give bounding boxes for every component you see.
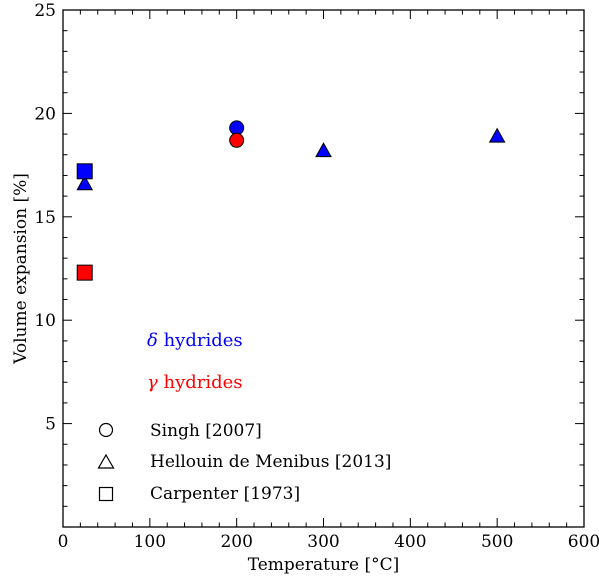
y-tick-label: 25 xyxy=(34,1,56,21)
x-tick-label: 300 xyxy=(307,532,339,552)
x-tick-label: 200 xyxy=(220,532,252,552)
legend-label-hellouin: Hellouin de Menibus [2013] xyxy=(150,452,391,472)
y-tick-label: 5 xyxy=(45,415,56,435)
plot-frame xyxy=(62,9,585,528)
legend-square-marker xyxy=(98,486,114,502)
data-point-circle-gamma xyxy=(229,132,245,148)
x-tick-label: 100 xyxy=(134,532,166,552)
data-points xyxy=(76,120,506,281)
data-point-triangle-delta xyxy=(315,142,332,158)
data-point-triangle-delta xyxy=(76,175,94,191)
data-point-triangle-delta xyxy=(488,127,506,143)
legend: Singh [2007] Hellouin de Menibus [2013] … xyxy=(97,421,391,504)
y-tick-label: 15 xyxy=(34,208,56,228)
y-axis-label: Volume expansion [%] xyxy=(11,173,31,365)
x-axis-label: Temperature [°C] xyxy=(248,555,400,575)
y-tick-label: 10 xyxy=(34,311,56,331)
x-tick-label: 0 xyxy=(58,532,69,552)
data-point-square-delta xyxy=(76,163,93,180)
x-tick-label: 500 xyxy=(481,532,513,552)
annotation-gamma-hydrides: γ hydrides xyxy=(147,372,243,393)
legend-circle-marker xyxy=(98,422,114,438)
axis-ticks xyxy=(62,9,585,528)
y-tick-label: 20 xyxy=(34,104,56,124)
tick-labels: 0 100 200 300 400 500 600 5 10 15 20 25 xyxy=(34,1,599,552)
legend-label-singh: Singh [2007] xyxy=(150,421,262,441)
x-tick-label: 600 xyxy=(568,532,599,552)
legend-triangle-marker xyxy=(97,453,115,469)
data-point-square-gamma xyxy=(76,264,93,281)
x-tick-label: 400 xyxy=(394,532,426,552)
legend-label-carpenter: Carpenter [1973] xyxy=(150,484,300,504)
data-point-circle-delta xyxy=(229,120,245,136)
annotation-delta-hydrides: δ hydrides xyxy=(147,330,243,351)
